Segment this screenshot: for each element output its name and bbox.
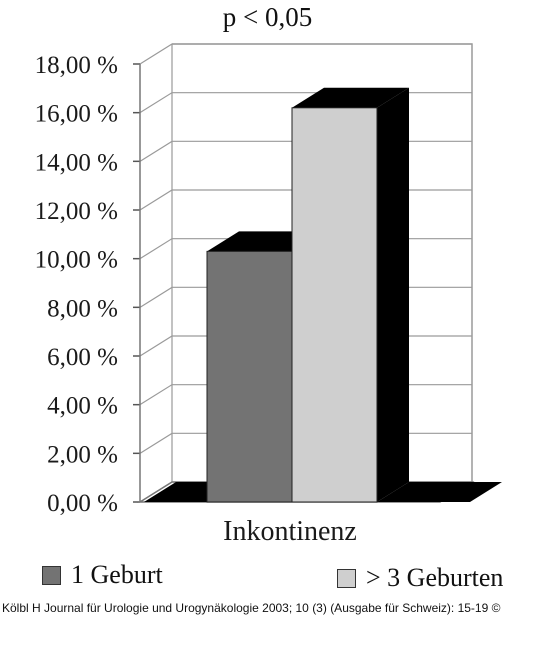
gridline — [139, 43, 472, 65]
legend-item-2: > 3 Geburten — [337, 563, 503, 593]
legend-swatch-1 — [42, 565, 61, 585]
bar-side-2 — [377, 87, 409, 503]
bar-top-2 — [292, 87, 409, 108]
bar-chart: 0,00 % 2,00 % 4,00 % 6,00 % 8,00 % 10,00 % 12,… — [35, 43, 502, 547]
y-tick-label: 4,00 % — [47, 393, 118, 420]
x-category-label: Inkontinenz — [223, 516, 357, 547]
y-tick-label: 0,00 % — [47, 490, 118, 517]
legend-label-2: > 3 Geburten — [366, 563, 504, 592]
floor-shadow-right — [377, 482, 502, 502]
y-tick-label: 12,00 % — [35, 198, 118, 225]
chart-title: p < 0,05 — [222, 2, 313, 32]
legend-swatch-2 — [337, 568, 356, 588]
y-tick-label: 2,00 % — [47, 441, 118, 468]
y-tick-label: 8,00 % — [47, 295, 118, 322]
y-tick-label: 14,00 % — [35, 149, 118, 176]
y-tick-label: 16,00 % — [35, 101, 118, 128]
y-tick-label: 10,00 % — [35, 247, 118, 274]
source-credit: Kölbl H Journal für Urologie und Urogynä… — [2, 601, 501, 615]
y-tick-label: 6,00 % — [47, 344, 118, 371]
bar-1 — [206, 250, 293, 503]
y-tick-label: 18,00 % — [35, 52, 118, 79]
legend-item-1: 1 Geburt — [42, 560, 163, 590]
bar-2 — [291, 107, 378, 503]
legend-label-1: 1 Geburt — [71, 560, 163, 589]
